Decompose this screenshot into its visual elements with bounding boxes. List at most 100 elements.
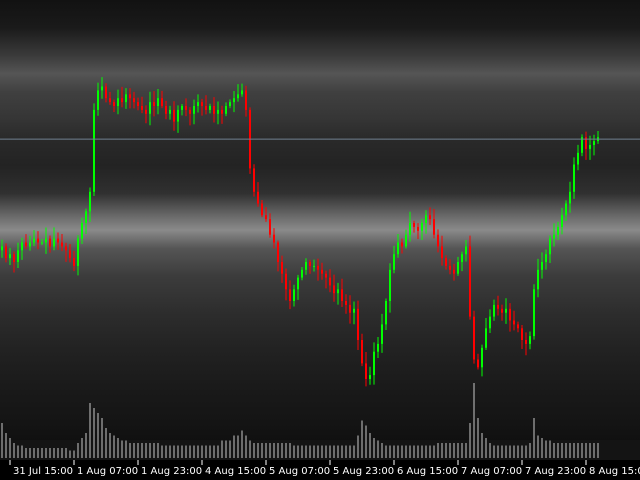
candle-body <box>337 289 339 294</box>
candle-body <box>69 250 71 259</box>
candle-body <box>141 106 143 110</box>
candle-body <box>225 106 227 114</box>
candle-body <box>545 254 547 262</box>
candle-body <box>33 238 35 243</box>
candle-body <box>333 285 335 294</box>
candle-body <box>569 191 571 204</box>
candle-body <box>121 98 123 103</box>
chart-background <box>0 0 640 460</box>
candle-body <box>373 351 375 376</box>
candle-body <box>189 109 191 114</box>
candle-body <box>317 265 319 270</box>
candle-body <box>485 328 487 348</box>
candle-body <box>521 328 523 340</box>
candle-body <box>349 304 351 313</box>
candle-body <box>5 246 7 259</box>
candle-body <box>17 250 19 262</box>
candle-body <box>533 289 535 337</box>
candle-body <box>157 98 159 106</box>
candle-body <box>181 106 183 110</box>
candle-body <box>65 246 67 251</box>
candle-body <box>389 269 391 301</box>
candle-body <box>321 269 323 274</box>
candle-body <box>197 102 199 106</box>
candle-body <box>205 106 207 110</box>
candle-body <box>261 203 263 216</box>
candle-body <box>381 324 383 344</box>
time-tick-label: 5 Aug 23:00 <box>333 466 394 477</box>
candle-body <box>397 242 399 255</box>
candle-body <box>245 90 247 110</box>
candle-body <box>49 238 51 247</box>
candle-body <box>185 106 187 110</box>
candle-body <box>201 102 203 106</box>
candle-body <box>469 246 471 317</box>
candle-body <box>273 234 275 243</box>
candle-body <box>97 90 99 110</box>
time-tick-label: 7 Aug 23:00 <box>525 466 586 477</box>
candle-body <box>565 203 567 216</box>
candle-body <box>489 316 491 329</box>
candle-body <box>297 277 299 290</box>
candle-body <box>9 254 11 259</box>
candle-body <box>357 308 359 340</box>
time-tick-label: 1 Aug 07:00 <box>77 466 138 477</box>
candle-body <box>221 109 223 114</box>
candle-body <box>269 219 271 235</box>
candle-body <box>209 106 211 110</box>
candle-body <box>477 359 479 368</box>
candle-body <box>145 109 147 114</box>
candle-body <box>193 106 195 114</box>
candle-body <box>441 246 443 259</box>
candle-body <box>457 262 459 274</box>
candle-body <box>421 223 423 231</box>
candle-body <box>117 98 119 106</box>
candle-body <box>37 238 39 243</box>
candle-body <box>305 262 307 270</box>
candle-body <box>125 94 127 103</box>
time-tick-label: 1 Aug 23:00 <box>141 466 202 477</box>
candle-body <box>449 265 451 270</box>
candle-body <box>237 94 239 99</box>
candle-body <box>77 238 79 266</box>
candle-body <box>281 262 283 274</box>
candle-body <box>265 215 267 220</box>
candle-body <box>473 316 475 360</box>
candle-body <box>29 242 31 247</box>
candle-body <box>61 242 63 247</box>
candle-body <box>541 262 543 270</box>
candle-body <box>113 102 115 106</box>
candle-body <box>385 301 387 325</box>
candle-body <box>525 340 527 344</box>
candle-body <box>497 304 499 309</box>
candle-body <box>517 324 519 329</box>
candle-body <box>513 320 515 325</box>
candle-body <box>285 273 287 290</box>
time-tick-label: 7 Aug 07:00 <box>461 466 522 477</box>
candle-body <box>425 215 427 223</box>
candle-body <box>377 343 379 352</box>
candle-body <box>133 98 135 103</box>
candle-body <box>393 254 395 270</box>
candle-body <box>153 102 155 106</box>
candle-body <box>369 375 371 379</box>
time-tick-label: 6 Aug 15:00 <box>397 466 458 477</box>
candle-body <box>301 269 303 278</box>
candle-body <box>461 254 463 262</box>
candle-body <box>257 191 259 204</box>
candle-body <box>493 304 495 317</box>
candle-body <box>53 238 55 247</box>
candle-body <box>289 289 291 301</box>
time-tick-label: 31 Jul 15:00 <box>13 466 73 477</box>
candle-body <box>85 211 87 223</box>
candle-body <box>537 269 539 290</box>
candle-body <box>341 289 343 301</box>
candle-body <box>137 102 139 106</box>
candle-body <box>581 137 583 153</box>
volume-band <box>0 440 640 460</box>
candle-body <box>93 109 95 192</box>
candle-body <box>313 265 315 267</box>
candle-body <box>217 109 219 114</box>
